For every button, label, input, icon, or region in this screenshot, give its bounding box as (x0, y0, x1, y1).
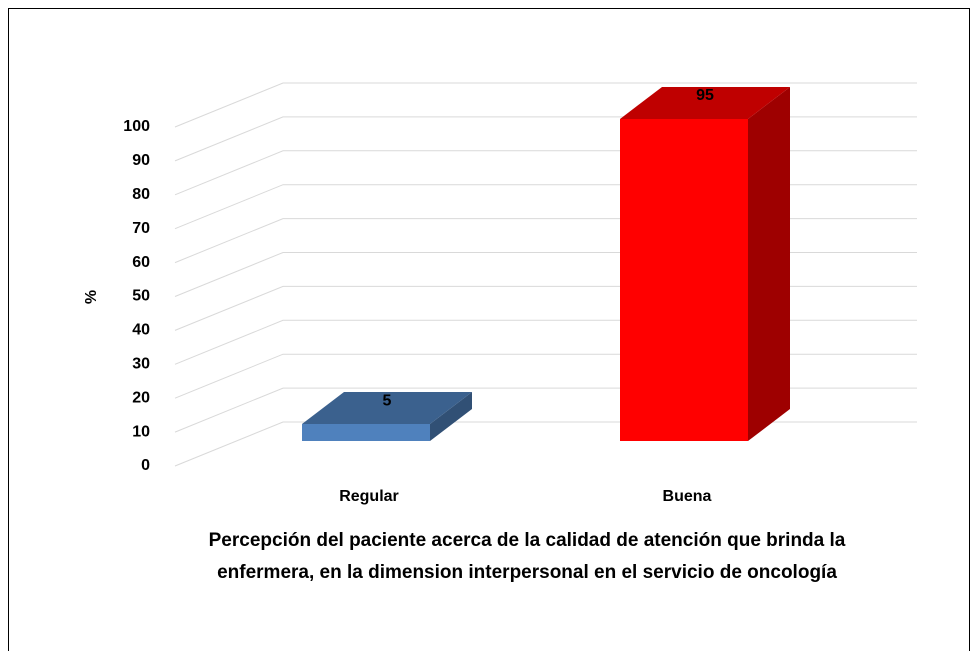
bar (302, 392, 472, 441)
grid-line (174, 82, 917, 128)
bar-side (748, 86, 790, 441)
x-tick-label: Buena (663, 488, 712, 505)
y-tick-label: 70 (132, 220, 150, 237)
y-tick-label: 100 (123, 118, 150, 135)
y-tick-label: 0 (141, 457, 150, 474)
y-tick-label: 20 (132, 389, 150, 406)
y-tick-label: 10 (132, 423, 150, 440)
svg-text:enfermera, en la dimension int: enfermera, en la dimension interpersonal… (217, 562, 837, 583)
bar-front (620, 118, 748, 441)
bar-side (430, 392, 472, 441)
value-label: 95 (696, 87, 714, 104)
y-tick-label: 40 (132, 322, 150, 339)
bar-front (302, 424, 430, 441)
y-tick-label: 90 (132, 152, 150, 169)
y-axis-label: % (83, 290, 100, 304)
value-label: 5 (383, 392, 392, 409)
chart-title: Percepción del paciente acerca de la cal… (209, 530, 846, 551)
y-tick-label: 30 (132, 356, 150, 373)
chart-frame (8, 8, 970, 651)
y-tick-label: 50 (132, 288, 150, 305)
y-tick-label: 80 (132, 186, 150, 203)
x-tick-label: Regular (339, 488, 399, 505)
bar (620, 86, 790, 441)
bar-top (620, 86, 790, 119)
y-tick-label: 60 (132, 254, 150, 271)
bar-top (302, 392, 472, 425)
